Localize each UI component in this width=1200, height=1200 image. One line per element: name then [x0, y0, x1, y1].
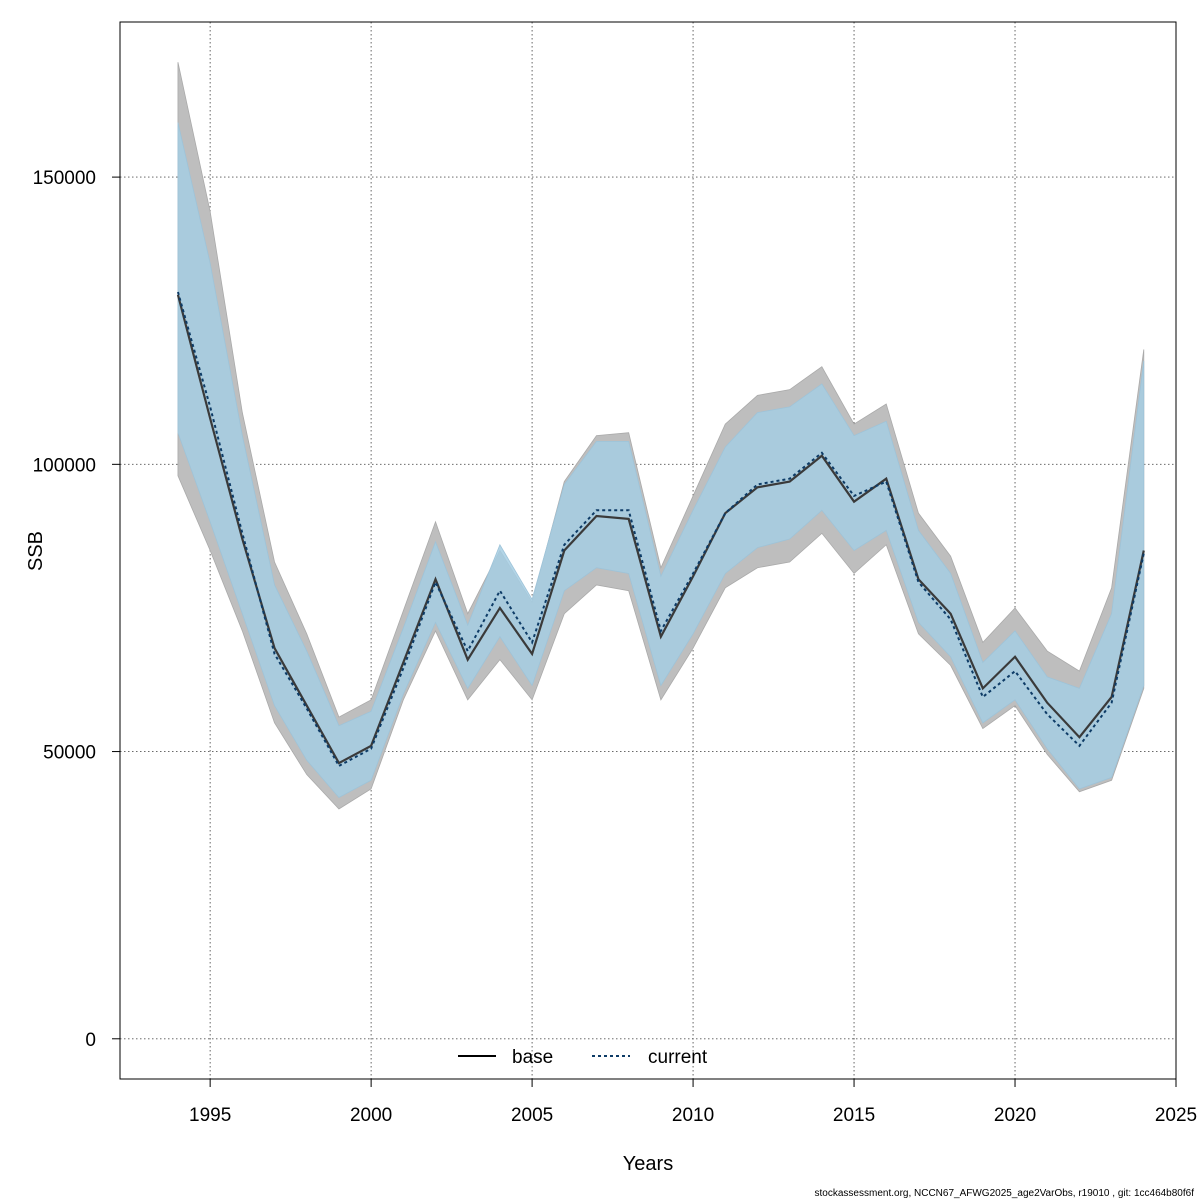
legend-label-base: base	[512, 1047, 553, 1068]
x-tick-label: 2000	[350, 1105, 392, 1126]
legend-label-current: current	[648, 1047, 708, 1068]
x-tick-label: 2005	[511, 1105, 553, 1126]
x-tick-label: 2020	[994, 1105, 1036, 1126]
x-axis: 1995 2000 2005 2010 2015 2020 2025	[189, 1078, 1197, 1126]
legend: base current	[458, 1047, 708, 1068]
y-tick-label: 100000	[33, 455, 96, 476]
series-lines	[176, 291, 1145, 768]
x-tick-label: 2015	[833, 1105, 875, 1126]
y-tick-label: 150000	[33, 168, 96, 189]
x-tick-label: 2010	[672, 1105, 714, 1126]
current-series-line	[176, 291, 1145, 768]
x-tick-label: 1995	[189, 1105, 231, 1126]
footer-note: stockassessment.org, NCCN67_AFWG2025_age…	[815, 1188, 1195, 1199]
base-series-line	[176, 294, 1145, 765]
x-tick-label: 2025	[1155, 1105, 1197, 1126]
y-axis: 0 50000 100000 150000	[33, 168, 121, 1051]
y-axis-title: SSB	[25, 531, 47, 571]
y-tick-label: 0	[85, 1030, 96, 1051]
y-tick-label: 50000	[43, 743, 96, 764]
confidence-bands	[177, 62, 1145, 810]
x-axis-title: Years	[623, 1153, 673, 1175]
current-confidence-band	[177, 122, 1145, 799]
